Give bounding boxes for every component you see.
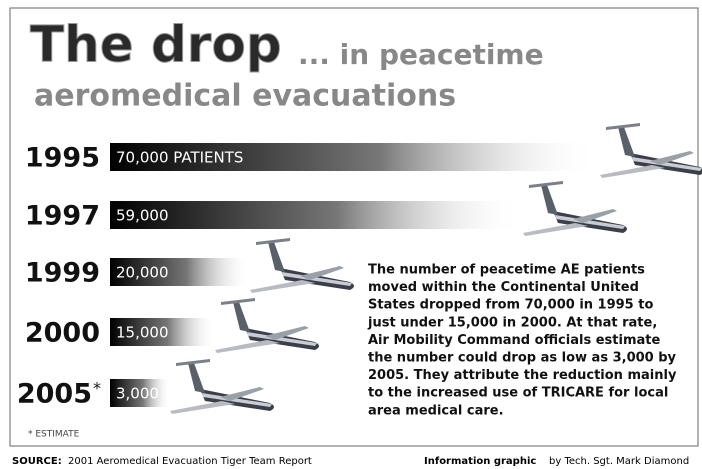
bar (110, 258, 250, 286)
frame (9, 7, 699, 447)
annotation-line: the number could drop as low as 3,000 by (368, 351, 677, 366)
category-label: 1999 (25, 258, 100, 289)
plane-icon (523, 181, 627, 236)
source-label: SOURCE: (12, 456, 62, 467)
value-label: 70,000 PATIENTS (116, 149, 243, 167)
category-mark: * (93, 379, 101, 398)
plane-icon (170, 359, 274, 414)
annotation-line: to the increased use of TRICARE for loca… (368, 386, 668, 401)
bar (110, 318, 215, 346)
annotation-line: area medical care. (368, 403, 504, 418)
annotation-line: moved within the Continental United (368, 280, 639, 295)
bar (110, 143, 600, 171)
plane-icon (250, 238, 354, 293)
value-label: 59,000 (116, 207, 169, 225)
footnote: * ESTIMATE (28, 430, 80, 440)
value-label: 20,000 (116, 264, 169, 282)
annotation-line: States dropped from 70,000 in 1995 to (368, 298, 653, 313)
annotation-line: Air Mobility Command officials estimate (368, 333, 660, 348)
chart-subtitle: ... in peacetime (298, 38, 544, 71)
credit-label: Information graphic (424, 456, 536, 467)
credit: by Tech. Sgt. Mark Diamond (549, 456, 689, 467)
source: 2001 Aeromedical Evacuation Tiger Team R… (68, 456, 312, 467)
annotation-line: 2005. They attribute the reduction mainl… (368, 368, 677, 383)
plane-icon (215, 298, 319, 353)
plane-icon (600, 123, 702, 178)
bar (110, 379, 170, 407)
annotation-line: The number of peacetime AE patients (368, 263, 645, 278)
category-label: 1995 (25, 143, 100, 174)
chart-subtitle: aeromedical evacuations (34, 79, 456, 114)
chart-title: The drop (30, 16, 282, 74)
bar (110, 201, 523, 229)
category-label: 2005 (17, 379, 92, 410)
annotation-line: just under 15,000 in 2000. At that rate, (367, 315, 657, 330)
category-label: 2000 (25, 318, 100, 349)
value-label: 15,000 (116, 324, 169, 342)
category-label: 1997 (25, 201, 100, 232)
value-label: 3,000 (116, 385, 159, 403)
